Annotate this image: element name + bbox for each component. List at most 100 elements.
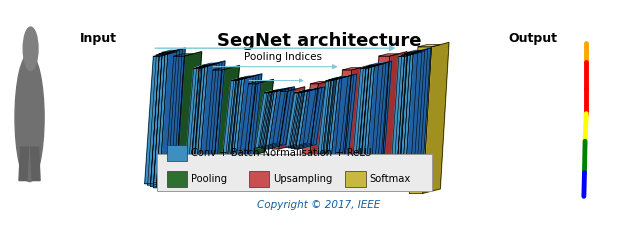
Polygon shape [165, 56, 184, 184]
Polygon shape [269, 87, 294, 149]
Polygon shape [303, 89, 316, 91]
Polygon shape [343, 68, 361, 70]
Polygon shape [174, 54, 193, 56]
Text: Conv + Batch Normalisation + ReLU: Conv + Batch Normalisation + ReLU [191, 148, 372, 158]
Polygon shape [264, 91, 277, 93]
Polygon shape [19, 147, 29, 180]
Polygon shape [334, 70, 352, 170]
Polygon shape [193, 66, 208, 69]
Polygon shape [290, 89, 316, 147]
Polygon shape [358, 66, 371, 174]
Polygon shape [230, 76, 256, 160]
Polygon shape [223, 81, 236, 159]
Polygon shape [248, 82, 265, 84]
Polygon shape [213, 68, 231, 70]
FancyBboxPatch shape [345, 171, 366, 187]
Polygon shape [162, 50, 177, 53]
Polygon shape [213, 66, 239, 170]
Polygon shape [145, 56, 159, 184]
Polygon shape [357, 64, 383, 172]
Polygon shape [281, 89, 296, 91]
Polygon shape [366, 64, 380, 66]
Polygon shape [256, 93, 269, 147]
Polygon shape [267, 90, 280, 92]
Polygon shape [233, 75, 259, 161]
Polygon shape [191, 66, 205, 174]
Polygon shape [185, 69, 199, 172]
Polygon shape [404, 48, 430, 188]
Polygon shape [361, 66, 374, 69]
Polygon shape [396, 52, 422, 184]
Polygon shape [234, 78, 248, 80]
Polygon shape [193, 65, 208, 175]
Polygon shape [294, 91, 307, 149]
Polygon shape [260, 89, 285, 147]
Polygon shape [154, 53, 168, 188]
Polygon shape [300, 90, 313, 92]
Text: Pooling: Pooling [191, 174, 227, 184]
Polygon shape [399, 51, 425, 185]
Ellipse shape [15, 54, 44, 181]
Polygon shape [379, 54, 398, 56]
Polygon shape [331, 74, 357, 162]
Polygon shape [190, 64, 216, 172]
Polygon shape [369, 63, 383, 65]
Polygon shape [202, 63, 216, 65]
Text: Softmax: Softmax [369, 174, 411, 184]
Polygon shape [188, 67, 202, 173]
Polygon shape [156, 49, 182, 186]
FancyBboxPatch shape [167, 145, 187, 161]
Polygon shape [151, 52, 177, 184]
Text: Pooling Indices: Pooling Indices [244, 53, 322, 62]
Polygon shape [302, 84, 318, 156]
Text: Upsampling: Upsampling [273, 174, 332, 184]
Polygon shape [289, 92, 302, 148]
Polygon shape [363, 62, 389, 174]
Polygon shape [323, 79, 337, 161]
Polygon shape [227, 76, 253, 159]
Polygon shape [239, 84, 256, 156]
Polygon shape [393, 55, 407, 185]
Polygon shape [159, 48, 185, 188]
Polygon shape [228, 79, 242, 161]
Polygon shape [248, 79, 274, 156]
FancyBboxPatch shape [157, 155, 432, 191]
Polygon shape [147, 55, 162, 185]
Polygon shape [270, 90, 283, 92]
Polygon shape [296, 87, 322, 148]
Polygon shape [258, 92, 271, 148]
Polygon shape [294, 91, 307, 93]
Polygon shape [310, 79, 336, 156]
Polygon shape [159, 52, 174, 54]
Polygon shape [285, 93, 299, 147]
Polygon shape [370, 56, 389, 184]
Polygon shape [262, 88, 289, 148]
Polygon shape [193, 63, 219, 173]
Polygon shape [239, 76, 253, 78]
Polygon shape [381, 52, 407, 184]
Polygon shape [329, 78, 342, 80]
Polygon shape [390, 56, 404, 184]
Polygon shape [272, 89, 285, 91]
Polygon shape [407, 50, 422, 53]
Polygon shape [423, 42, 449, 193]
Polygon shape [363, 65, 378, 67]
Polygon shape [231, 78, 244, 162]
Polygon shape [156, 53, 171, 55]
Ellipse shape [23, 27, 38, 70]
Polygon shape [352, 69, 366, 172]
Polygon shape [326, 78, 340, 81]
Polygon shape [399, 54, 413, 56]
Polygon shape [326, 78, 340, 162]
Polygon shape [361, 65, 374, 175]
Text: Output: Output [508, 32, 557, 46]
Polygon shape [335, 76, 348, 78]
Polygon shape [231, 78, 244, 81]
Polygon shape [154, 51, 180, 185]
Polygon shape [297, 90, 310, 92]
Polygon shape [402, 53, 416, 55]
FancyBboxPatch shape [249, 171, 269, 187]
FancyBboxPatch shape [167, 171, 187, 187]
Polygon shape [151, 54, 165, 186]
Polygon shape [264, 91, 277, 149]
